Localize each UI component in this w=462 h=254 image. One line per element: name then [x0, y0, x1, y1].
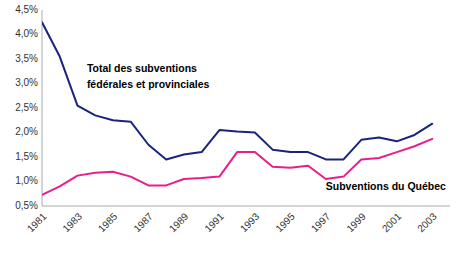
x-ticks: 1981 1983 1985 1987 1989 1991 1993 1995 1997 1999…: [25, 210, 439, 234]
annotation: fédérales et provinciales: [87, 78, 210, 90]
y-tick-label: 4,0%: [15, 28, 38, 39]
x-tick-label: 1991: [202, 210, 226, 234]
y-tick-label: 4,5%: [15, 4, 38, 15]
y-tick-label: 1,0%: [15, 175, 38, 186]
x-tick-label: 1989: [167, 210, 191, 234]
annotation: Total des subventions: [87, 62, 197, 74]
annotations: Total des subventions fédérales et provin…: [87, 62, 446, 193]
y-tick-label: 1,5%: [15, 151, 38, 162]
x-tick-label: 1999: [344, 210, 368, 234]
x-tick-label: 1993: [238, 210, 262, 234]
x-tick-label: 1995: [273, 210, 297, 234]
x-tick-label: 1997: [309, 210, 333, 234]
series-line: [42, 22, 432, 159]
y-tick-label: 0,5%: [15, 200, 38, 211]
lines: [42, 22, 432, 194]
y-tick-label: 3,0%: [15, 77, 38, 88]
y-tick-label: 2,0%: [15, 126, 38, 137]
x-tick-label: 1981: [25, 210, 49, 234]
y-axis-line: [42, 10, 43, 206]
x-tick-label: 2003: [415, 210, 439, 234]
x-tick-label: 1985: [96, 210, 120, 234]
x-tick-label: 1987: [131, 210, 155, 234]
y-tick-label: 3,5%: [15, 53, 38, 64]
y-tick-label: 2,5%: [15, 102, 38, 113]
annotation: Subventions du Québec: [326, 180, 446, 192]
chart: 0,5% 1,0% 1,5% 2,0% 2,5% 3,0% 3,5% 4,0% 4,5% 1981…: [0, 0, 462, 254]
y-ticks: 0,5% 1,0% 1,5% 2,0% 2,5% 3,0% 3,5% 4,0% 4,5%: [15, 4, 38, 211]
x-tick-label: 2001: [380, 210, 404, 234]
x-axis-line: [42, 206, 450, 207]
x-tick-label: 1983: [60, 210, 84, 234]
